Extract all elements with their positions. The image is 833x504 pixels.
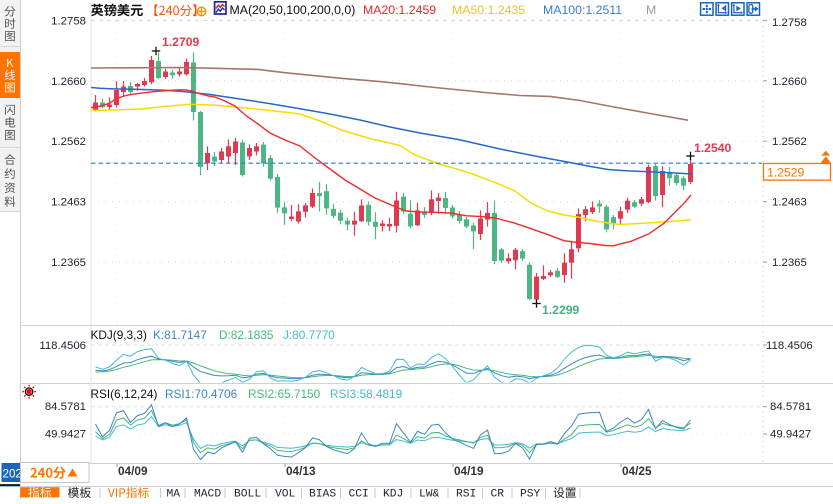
svg-text:RSI2:65.7150: RSI2:65.7150 <box>248 387 321 401</box>
svg-text:1.2299: 1.2299 <box>542 303 579 317</box>
svg-text:BIAS: BIAS <box>309 489 336 500</box>
svg-text:1.2660: 1.2660 <box>51 76 86 88</box>
svg-text:49.9427: 49.9427 <box>45 429 86 441</box>
svg-text:BOLL: BOLL <box>234 489 261 500</box>
svg-text:MA100:1.2511: MA100:1.2511 <box>543 3 622 17</box>
svg-text:M: M <box>646 3 656 17</box>
svg-text:CR: CR <box>491 489 505 500</box>
svg-text:1.2660: 1.2660 <box>772 76 807 88</box>
svg-text:1.2529: 1.2529 <box>767 165 804 179</box>
svg-text:MA: MA <box>167 489 181 500</box>
svg-text:RSI1:70.4706: RSI1:70.4706 <box>165 387 238 401</box>
svg-text:CCI: CCI <box>349 489 369 500</box>
svg-text:1.2463: 1.2463 <box>51 197 86 209</box>
svg-text:1.2758: 1.2758 <box>51 15 86 27</box>
svg-text:VOL: VOL <box>275 489 296 500</box>
svg-text:KDJ(9,3,3): KDJ(9,3,3) <box>91 328 147 342</box>
svg-text:MACD: MACD <box>194 489 221 500</box>
svg-text:RSI: RSI <box>456 489 476 500</box>
svg-text:04/13: 04/13 <box>286 464 316 478</box>
svg-text:K:81.7147: K:81.7147 <box>153 328 207 342</box>
svg-text:1.2540: 1.2540 <box>694 141 731 155</box>
svg-text:118.4506: 118.4506 <box>766 340 813 352</box>
svg-text:118.4506: 118.4506 <box>39 340 86 352</box>
svg-text:KDJ: KDJ <box>383 489 403 500</box>
svg-text:J:80.7770: J:80.7770 <box>283 328 335 342</box>
svg-text:LW&: LW& <box>419 489 440 500</box>
svg-text:04/19: 04/19 <box>454 464 484 478</box>
svg-text:84.5781: 84.5781 <box>770 401 811 413</box>
svg-text:RSI3:58.4819: RSI3:58.4819 <box>330 387 402 401</box>
svg-text:1.2463: 1.2463 <box>772 197 807 209</box>
svg-text:1.2365: 1.2365 <box>772 257 807 269</box>
svg-text:1.2365: 1.2365 <box>51 257 86 269</box>
svg-text:1.2709: 1.2709 <box>162 35 199 49</box>
svg-text:04/25: 04/25 <box>622 464 652 478</box>
svg-text:49.9427: 49.9427 <box>770 429 811 441</box>
svg-text:84.5781: 84.5781 <box>45 401 86 413</box>
svg-text:MA(20,50,100,200,0,0): MA(20,50,100,200,0,0) <box>230 3 356 17</box>
svg-text:202: 202 <box>3 468 22 481</box>
svg-text:PSY: PSY <box>520 489 541 500</box>
svg-text:MA20:1.2459: MA20:1.2459 <box>363 3 436 17</box>
svg-text:RSI(6,12,24): RSI(6,12,24) <box>91 387 158 401</box>
svg-text:1.2758: 1.2758 <box>772 17 807 29</box>
svg-text:D:82.1835: D:82.1835 <box>219 328 274 342</box>
svg-text:04/09: 04/09 <box>118 464 148 478</box>
svg-text:MA50:1.2435: MA50:1.2435 <box>452 3 525 17</box>
svg-text:1.2562: 1.2562 <box>51 136 86 148</box>
svg-text:1.2562: 1.2562 <box>772 136 807 148</box>
